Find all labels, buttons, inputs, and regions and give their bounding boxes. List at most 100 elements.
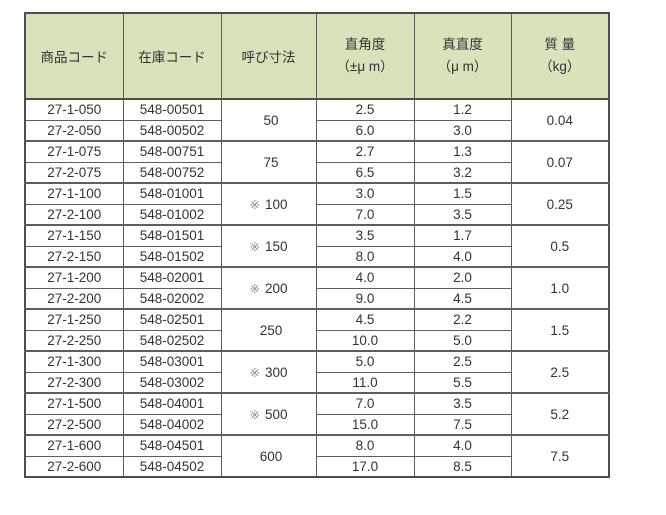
stock-code-cell: 548-02002: [122, 287, 222, 310]
squareness-cell: 10.0: [315, 329, 415, 352]
header-straightness: 真直度 （μ m）: [413, 12, 512, 100]
mass-cell: 0.04: [510, 99, 610, 142]
nominal-size-cell: ※ 150: [220, 224, 317, 268]
table-row: 27-2-050 548-00502 6.0 3.0: [24, 119, 609, 142]
straightness-cell: 1.5: [413, 182, 512, 205]
nominal-size-cell-value: 200: [264, 280, 288, 296]
table-row: 27-1-300 548-03001 ※ 300 5.0 2.5 2.5: [24, 350, 610, 394]
stock-code-cell: 548-02501: [122, 308, 222, 331]
nominal-size-cell-value: 300: [264, 364, 288, 380]
stock-code-cell: 548-00752: [122, 161, 222, 184]
mass-cell: 0.25: [510, 182, 610, 226]
product-code-cell: 27-2-500: [24, 413, 124, 436]
stock-code-cell: 548-04501: [122, 434, 222, 457]
reference-mark: ※: [249, 365, 260, 380]
squareness-cell: 7.0: [315, 392, 415, 415]
product-code-cell: 27-1-250: [24, 308, 124, 331]
nominal-size-cell-value: 150: [264, 238, 288, 254]
squareness-cell: 4.0: [315, 266, 415, 289]
straightness-cell: 5.5: [413, 371, 512, 394]
nominal-size-cell: 600: [220, 434, 317, 478]
product-code-cell: 27-1-200: [24, 266, 124, 289]
nominal-size-cell: ※ 500: [220, 392, 317, 436]
stock-code-cell: 548-00751: [122, 140, 222, 163]
header-straightness-label: 真直度: [442, 36, 483, 52]
header-nominal-size: 呼び寸法: [220, 12, 317, 100]
header-squareness-unit: （±μ m）: [336, 58, 394, 74]
product-code-cell: 27-2-050: [24, 119, 124, 142]
table-row: 27-1-600 548-04501 600 8.0 4.0 7.5: [24, 434, 610, 478]
straightness-cell: 2.2: [413, 308, 512, 331]
table-row: 27-2-600 548-04502 17.0 8.5: [24, 455, 609, 478]
stock-code-cell: 548-02502: [122, 329, 222, 352]
stock-code-cell: 548-01002: [122, 203, 222, 226]
straightness-cell: 7.5: [413, 413, 512, 436]
squareness-cell: 11.0: [315, 371, 415, 394]
header-mass: 質 量 （kg）: [510, 12, 610, 100]
squareness-cell: 6.5: [315, 161, 415, 184]
header-straightness-unit: （μ m）: [437, 58, 488, 74]
mass-cell: 5.2: [510, 392, 610, 436]
straightness-cell: 8.5: [413, 455, 512, 478]
table-row: 27-1-200 548-02001 ※ 200 4.0 2.0 1.0: [24, 266, 610, 310]
straightness-cell: 1.3: [413, 140, 512, 163]
mass-cell: 2.5: [510, 350, 610, 394]
stock-code-cell: 548-04001: [122, 392, 222, 415]
header-stock-code-label: 在庫コード: [138, 50, 206, 65]
product-code-cell: 27-2-200: [24, 287, 124, 310]
table-row: 27-1-150 548-01501 ※ 150 3.5 1.7 0.5: [24, 224, 610, 268]
reference-mark: ※: [249, 281, 260, 296]
squareness-cell: 4.5: [315, 308, 415, 331]
nominal-size-cell-value: 500: [264, 406, 288, 422]
header-squareness: 直角度 （±μ m）: [315, 12, 415, 100]
header-squareness-label: 直角度: [344, 36, 386, 52]
nominal-size-cell: ※ 200: [220, 266, 317, 310]
stock-code-cell: 548-01001: [122, 182, 222, 205]
header-row: 商品コード 在庫コード 呼び寸法 直角度 （±μ m）: [24, 12, 610, 100]
spec-table-body: 27-1-050 548-00501 50 2.5 1.2 0.04 27-2-050 548…: [24, 99, 610, 478]
nominal-size-cell-value: 50: [263, 112, 279, 128]
squareness-cell: 6.0: [315, 119, 415, 142]
squareness-cell: 5.0: [315, 350, 415, 373]
straightness-cell: 2.5: [413, 350, 512, 373]
table-row: 27-2-500 548-04002 15.0 7.5: [24, 413, 609, 436]
nominal-size-cell: ※ 100: [220, 182, 317, 226]
stock-code-cell: 548-03001: [122, 350, 222, 373]
table-row: 27-2-100 548-01002 7.0 3.5: [24, 203, 609, 226]
squareness-cell: 3.0: [315, 182, 415, 205]
squareness-cell: 17.0: [315, 455, 415, 478]
mass-cell: 7.5: [510, 434, 610, 478]
stock-code-cell: 548-01502: [122, 245, 222, 268]
header-mass-unit: （kg）: [539, 58, 581, 74]
nominal-size-cell-value: 100: [264, 196, 288, 212]
squareness-cell: 8.0: [315, 245, 415, 268]
straightness-cell: 3.0: [413, 119, 512, 142]
squareness-cell: 7.0: [315, 203, 415, 226]
stock-code-cell: 548-03002: [122, 371, 222, 394]
table-row: 27-1-250 548-02501 250 4.5 2.2 1.5: [24, 308, 610, 352]
nominal-size-cell: 250: [220, 308, 317, 352]
stock-code-cell: 548-02001: [122, 266, 222, 289]
header-product-code-label: 商品コード: [40, 50, 109, 65]
header-mass-label: 質 量: [544, 36, 576, 52]
nominal-size-cell-value: 250: [259, 322, 283, 338]
product-code-cell: 27-2-075: [24, 161, 124, 184]
straightness-cell: 4.0: [413, 245, 512, 268]
squareness-cell: 3.5: [315, 224, 415, 247]
table-row: 27-2-250 548-02502 10.0 5.0: [24, 329, 609, 352]
product-code-cell: 27-1-050: [24, 99, 124, 121]
mass-cell: 1.0: [510, 266, 610, 310]
straightness-cell: 3.5: [413, 392, 512, 415]
straightness-cell: 4.5: [413, 287, 512, 310]
product-code-cell: 27-1-500: [24, 392, 124, 415]
mass-cell: 0.5: [510, 224, 610, 268]
product-code-cell: 27-1-075: [24, 140, 124, 163]
product-code-cell: 27-1-600: [24, 434, 124, 457]
stock-code-cell: 548-00502: [122, 119, 222, 142]
straightness-cell: 1.7: [413, 224, 512, 247]
straightness-cell: 3.2: [413, 161, 512, 184]
straightness-cell: 5.0: [413, 329, 512, 352]
product-code-cell: 27-2-600: [24, 455, 124, 478]
nominal-size-cell-value: 75: [263, 154, 279, 170]
